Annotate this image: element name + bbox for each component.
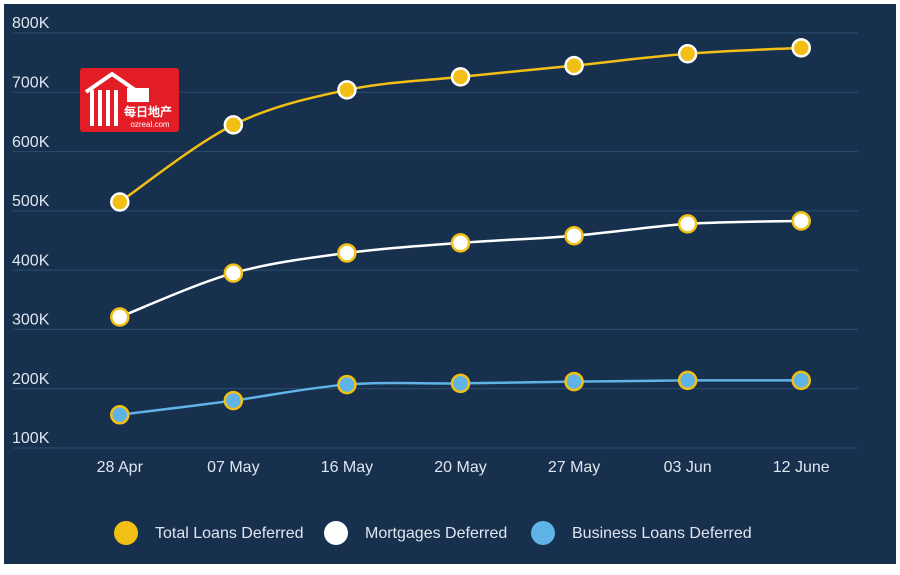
point [223,390,244,411]
y-tick-label: 300K [12,312,50,329]
point [450,67,471,87]
y-tick-label: 700K [12,75,50,92]
point [110,192,130,212]
legend-label: Business Loans Deferred [572,525,752,542]
point [450,373,471,394]
lines [110,38,811,425]
point [564,371,584,392]
y-tick-label: 600K [12,134,50,151]
point [677,44,698,64]
point [110,307,130,327]
x-tick-label: 27 May [548,459,600,476]
legend-marker [114,521,138,545]
point [791,370,811,391]
point [337,374,357,395]
point [677,214,698,234]
legend-label: Mortgages Deferred [365,525,507,542]
logo: 每日地产 ozreal.com [80,68,179,132]
legend-marker [324,521,348,545]
point [110,405,130,425]
y-tick-label: 200K [12,371,50,388]
point [450,233,471,253]
point [564,55,584,76]
x-tick-label: 07 May [207,459,259,476]
legend: Total Loans Deferred Mortgages Deferred Bu… [114,521,752,545]
logo-site: ozreal.com [130,120,169,129]
x-tick-label: 28 Apr [97,459,144,476]
logo-name: 每日地产 [124,104,172,119]
legend-marker [531,521,555,545]
point [564,226,584,246]
x-tick-label: 03 Jun [664,459,712,476]
y-tick-label: 500K [12,193,50,210]
logo-house [84,71,140,126]
y-tick-label: 400K [12,252,50,269]
y-tick-label: 100K [12,430,50,447]
point [337,80,357,100]
legend-label: Total Loans Deferred [155,525,304,542]
logo-window [127,88,149,102]
point [223,263,244,283]
point [791,38,811,58]
point [791,211,811,231]
grid: 100K 200K 300K 400K 500K 600K 700K 800K 28 Apr 07… [12,15,858,476]
point [337,243,357,263]
point [223,115,244,135]
x-tick-label: 20 May [434,459,486,476]
y-tick-label: 800K [12,15,50,32]
x-tick-label: 12 June [773,459,830,476]
x-tick-label: 16 May [321,459,373,476]
point [677,370,698,391]
